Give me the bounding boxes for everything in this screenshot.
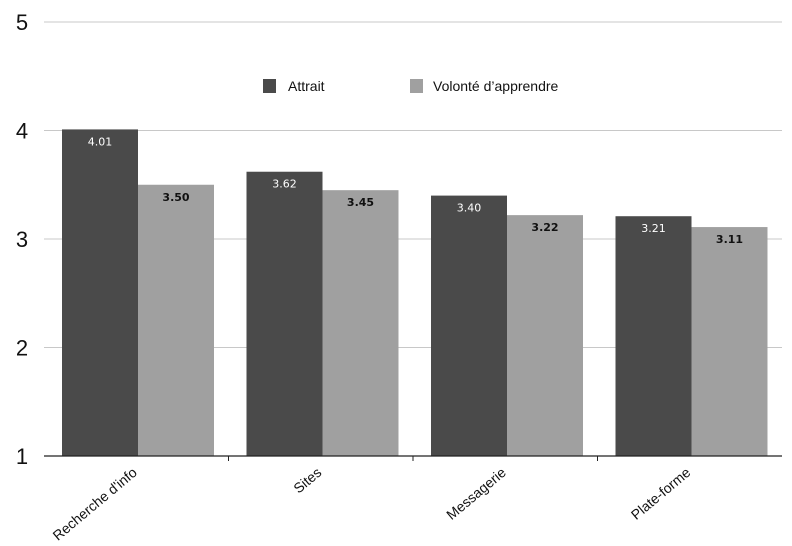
value-label-attrait-0: 4.01	[88, 135, 113, 148]
category-label-2: Messagerie	[443, 464, 509, 523]
bar-attrait-3	[616, 216, 692, 456]
category-label-0: Recherche d'info	[49, 464, 140, 544]
y-tick-label-4: 4	[16, 119, 28, 144]
value-label-volonte-2: 3.22	[531, 221, 558, 234]
value-label-attrait-1: 3.62	[272, 178, 297, 191]
y-tick-label-3: 3	[16, 227, 28, 252]
axes	[44, 456, 782, 461]
value-label-volonte-0: 3.50	[162, 191, 189, 204]
value-label-volonte-1: 3.45	[347, 196, 374, 209]
bar-attrait-2	[431, 196, 507, 456]
legend-swatch-attrait	[263, 79, 276, 93]
bars	[62, 129, 768, 456]
legend-swatch-volonte	[410, 79, 423, 93]
bar-volonte-0	[138, 185, 214, 456]
bar-volonte-1	[323, 190, 399, 456]
bar-attrait-0	[62, 129, 138, 456]
y-tick-label-5: 5	[16, 10, 28, 35]
value-label-attrait-2: 3.40	[457, 202, 482, 215]
bar-volonte-3	[692, 227, 768, 456]
value-label-attrait-3: 3.21	[641, 222, 666, 235]
legend-label-attrait: Attrait	[288, 78, 325, 94]
y-tick-label-2: 2	[16, 336, 28, 361]
value-label-volonte-3: 3.11	[716, 233, 743, 246]
category-label-1: Sites	[290, 464, 324, 496]
legend: Attrait Volonté d’apprendre	[263, 78, 559, 94]
bar-volonte-2	[507, 215, 583, 456]
legend-label-volonte: Volonté d’apprendre	[433, 78, 559, 94]
category-label-3: Plate-forme	[628, 464, 694, 523]
bar-attrait-1	[247, 172, 323, 456]
y-tick-label-1: 1	[16, 444, 28, 469]
